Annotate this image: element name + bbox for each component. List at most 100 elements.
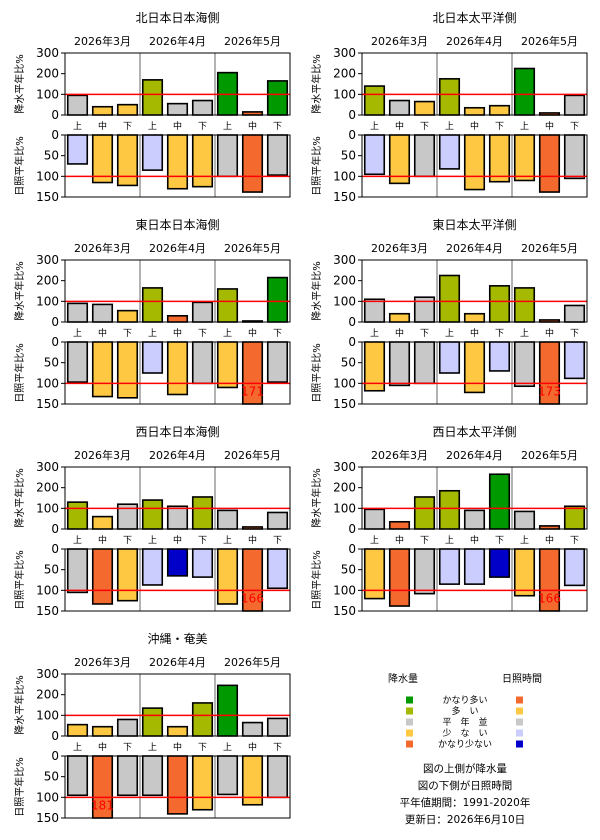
sun-bar — [141, 134, 164, 171]
y-tick-label: 200 — [36, 67, 59, 81]
legend-sun-swatch — [516, 707, 523, 715]
sun-bar — [413, 341, 436, 385]
month-label: 2026年3月 — [371, 34, 428, 48]
period-label: 中 — [395, 534, 404, 546]
y-tick-label: 150 — [333, 397, 356, 411]
chart-panel: 西日本太平洋側 2026年3月 2026年4月 2026年5月 0 100 200 300 降水… — [310, 424, 588, 618]
period-label: 下 — [123, 536, 132, 546]
sun-bar — [488, 548, 511, 578]
precip-bar — [463, 312, 486, 323]
period-label: 中 — [248, 741, 257, 753]
y-tick-label: 0 — [51, 108, 59, 122]
precip-bar — [266, 80, 289, 116]
y-tick-label: 300 — [36, 46, 59, 60]
month-label: 2026年3月 — [371, 241, 428, 255]
y-tick-label: 0 — [51, 128, 59, 142]
sun-bar — [363, 134, 386, 176]
precip-bar — [563, 94, 586, 116]
precip-bar — [91, 105, 114, 116]
period-label: 上 — [223, 535, 232, 546]
y-tick-label: 300 — [333, 460, 356, 474]
period-label: 中 — [98, 741, 107, 753]
precip-bar — [488, 104, 511, 116]
precip-bar — [66, 501, 89, 530]
y-tick-label: 200 — [36, 688, 59, 702]
y-tick-label: 50 — [341, 149, 356, 163]
precip-bar — [363, 85, 386, 116]
period-label: 上 — [148, 328, 157, 339]
precip-bar — [191, 99, 214, 116]
period-label: 上 — [223, 328, 232, 339]
sun-bar — [216, 341, 239, 389]
overflow-value-label: 166 — [538, 591, 561, 605]
period-label: 下 — [123, 743, 132, 753]
period-label: 上 — [73, 328, 82, 339]
precip-bar — [141, 79, 164, 116]
y-tick-label: 100 — [36, 376, 59, 390]
legend-precip-swatch — [406, 707, 413, 715]
sun-bar — [266, 134, 289, 176]
period-label: 上 — [223, 742, 232, 753]
sun-bar — [538, 134, 561, 193]
month-label: 2026年3月 — [371, 448, 428, 462]
sun-bar — [463, 341, 486, 394]
period-label: 下 — [198, 536, 207, 546]
chart-title: 北日本太平洋側 — [432, 10, 516, 25]
precip-bar — [363, 508, 386, 530]
y-tick-label: 50 — [44, 563, 59, 577]
y-tick-label: 150 — [333, 604, 356, 618]
month-label: 2026年4月 — [446, 448, 503, 462]
period-label: 下 — [198, 122, 207, 132]
sun-bar — [116, 755, 139, 797]
y-tick-label: 100 — [333, 169, 356, 183]
month-label: 2026年5月 — [224, 34, 281, 48]
note-line: 図の下側が日照時間 — [418, 779, 513, 792]
y-tick-label: 100 — [36, 87, 59, 101]
period-label: 下 — [495, 329, 504, 339]
chart-panel: 北日本太平洋側 2026年3月 2026年4月 2026年5月 0 100 200 300 降水… — [310, 10, 588, 204]
y-tick-label: 0 — [51, 749, 59, 763]
precip-bar — [116, 309, 139, 323]
month-label: 2026年3月 — [74, 241, 131, 255]
y-tick-label: 300 — [36, 253, 59, 267]
y-tick-label: 0 — [348, 315, 356, 329]
period-label: 下 — [570, 329, 579, 339]
precip-bar — [166, 102, 189, 116]
precip-bar — [463, 106, 486, 116]
plot-frame — [64, 341, 291, 405]
sun-bar — [141, 341, 164, 374]
precip-bar — [563, 505, 586, 530]
period-label: 上 — [520, 535, 529, 546]
y-tick-label: 0 — [348, 335, 356, 349]
period-label: 中 — [98, 327, 107, 339]
y-tick-label: 300 — [333, 46, 356, 60]
chart-panel: 東日本太平洋側 2026年3月 2026年4月 2026年5月 0 100 200 300 降水… — [310, 217, 588, 411]
month-label: 2026年4月 — [149, 241, 206, 255]
y-tick-label: 0 — [51, 315, 59, 329]
month-label: 2026年5月 — [224, 241, 281, 255]
y-tick-label: 100 — [333, 294, 356, 308]
y-tick-label: 50 — [44, 149, 59, 163]
precip-axis-label: 降水平年比% — [310, 54, 323, 114]
month-label: 2026年4月 — [149, 448, 206, 462]
precip-axis-label: 降水平年比% — [310, 468, 323, 528]
sun-bar — [463, 548, 486, 585]
plot-frame — [361, 134, 588, 198]
sun-bar — [66, 548, 89, 594]
period-label: 中 — [173, 534, 182, 546]
period-label: 下 — [420, 329, 429, 339]
precip-bar — [513, 510, 536, 530]
chart-panel: 西日本日本海側 2026年3月 2026年4月 2026年5月 0 100 200 300 降水… — [13, 424, 291, 618]
y-tick-label: 100 — [36, 790, 59, 804]
precip-bar — [66, 723, 89, 737]
period-label: 上 — [223, 121, 232, 132]
period-label: 中 — [545, 120, 554, 132]
sun-bar — [563, 134, 586, 180]
period-label: 上 — [73, 121, 82, 132]
sun-bar — [116, 341, 139, 399]
y-tick-label: 0 — [348, 128, 356, 142]
precip-bar — [266, 276, 289, 323]
precip-bar — [413, 496, 436, 530]
sun-bar — [116, 548, 139, 602]
precip-bar — [388, 99, 411, 116]
